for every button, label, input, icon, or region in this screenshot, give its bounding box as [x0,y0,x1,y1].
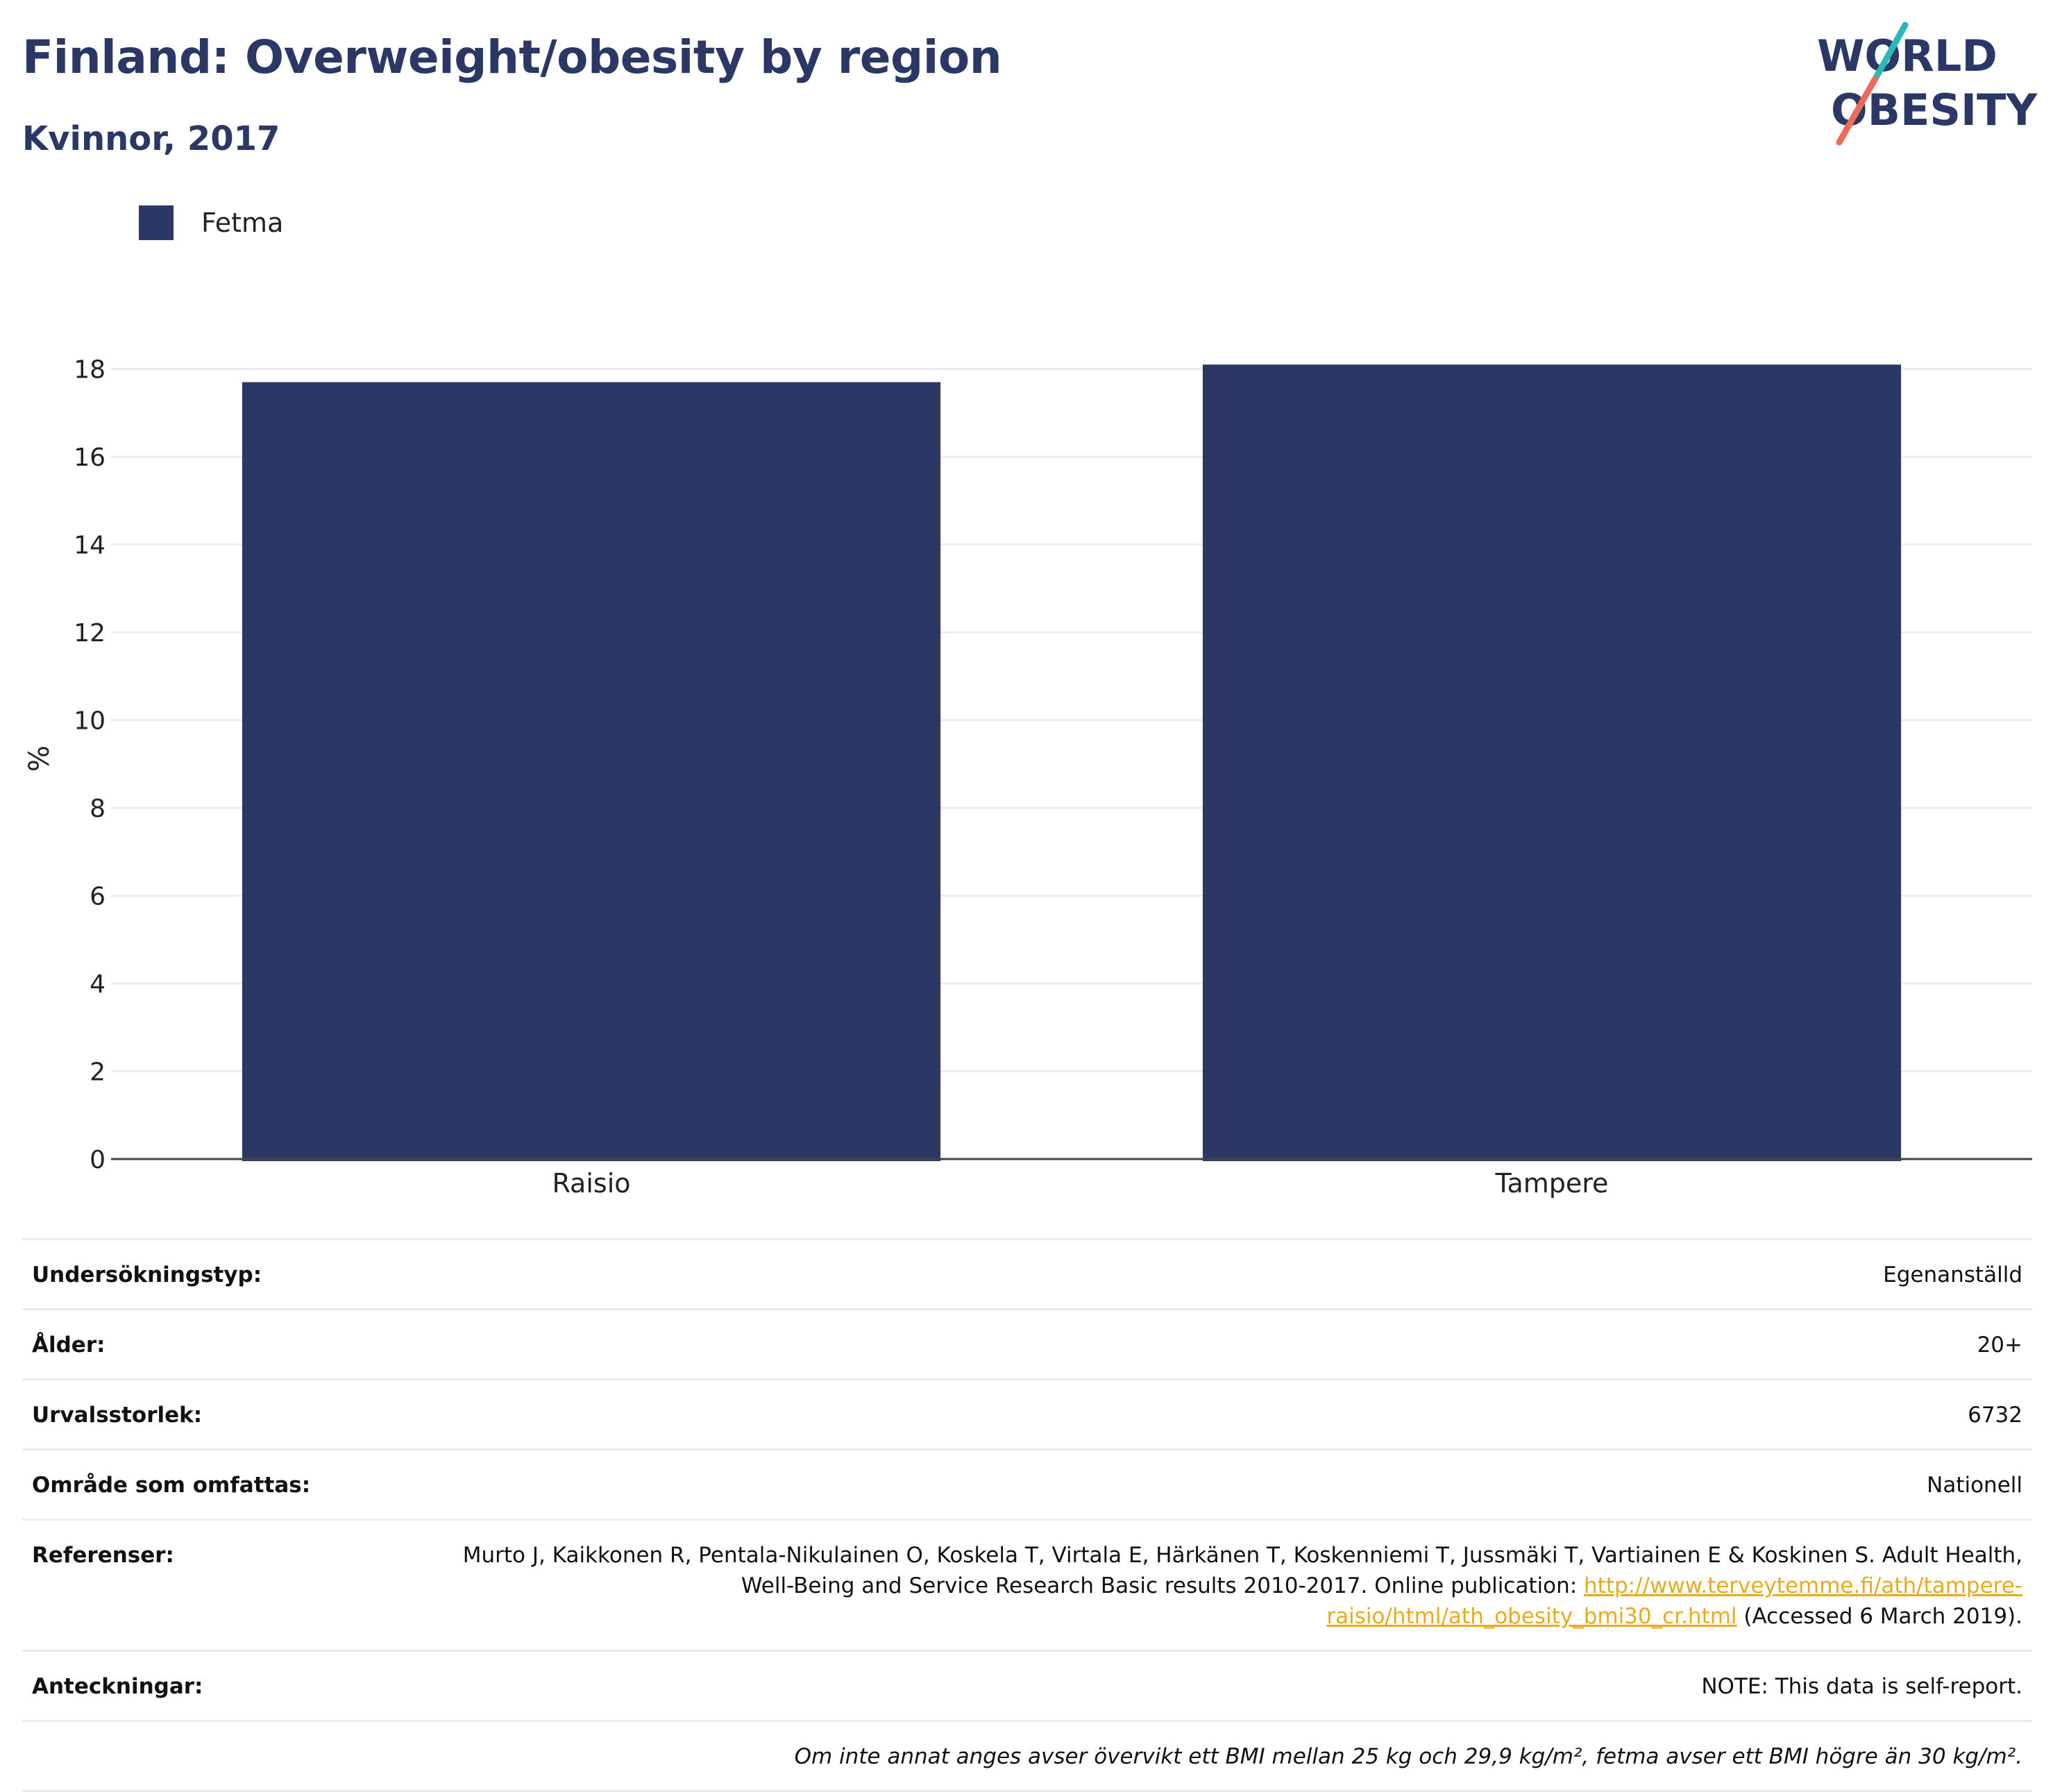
y-tick-label: 16 [74,443,105,472]
meta-label: Område som omfattas: [32,1473,311,1498]
meta-row-sample-size: Urvalsstorlek: 6732 [22,1380,2032,1451]
meta-label: Referenser: [32,1543,174,1568]
meta-value: 20+ [1977,1333,2022,1358]
y-tick-label: 4 [90,970,105,999]
bar-raisio [242,382,941,1161]
meta-value: Nationell [1927,1473,2022,1498]
references-accessed: (Accessed 6 March 2019). [1737,1604,2022,1629]
meta-label: Ålder: [32,1333,105,1358]
meta-row-footnote: Om inte annat anges avser övervikt ett B… [22,1722,2032,1792]
meta-row-area: Område som omfattas: Nationell [22,1451,2032,1521]
meta-label: Undersökningstyp: [32,1262,262,1287]
y-tick-label: 2 [90,1058,105,1087]
y-tick-label: 18 [74,356,105,384]
metadata-divider [22,1238,2032,1240]
y-tick-label: 6 [90,883,105,911]
legend-swatch-fetma [139,205,174,240]
page-subtitle: Kvinnor, 2017 [22,119,280,158]
chart-legend: Fetma [139,205,283,240]
x-tick-label: Tampere [1495,1168,1609,1199]
svg-text:OBESITY: OBESITY [1831,85,2038,135]
meta-label: Anteckningar: [32,1674,203,1699]
meta-row-notes: Anteckningar: NOTE: This data is self-re… [22,1652,2032,1722]
meta-value: 6732 [1968,1403,2022,1428]
y-tick-label: 14 [74,532,105,560]
y-tick-label: 10 [74,707,105,736]
references-text: Murto J, Kaikkonen R, Pentala-Nikulainen… [454,1540,2022,1632]
y-tick-label: 8 [90,795,105,823]
bmi-footnote: Om inte annat anges avser övervikt ett B… [794,1744,2022,1769]
legend-label-fetma: Fetma [201,208,284,238]
bar-chart: 0 2 4 6 8 10 12 14 16 18% Raisio Tampere [24,356,2032,1199]
world-obesity-logo: WORLD OBESITY [1817,22,2038,146]
y-axis-title: % [24,745,56,772]
references-citation: Murto J, Kaikkonen R, Pentala-Nikulainen… [462,1543,2022,1598]
page-title: Finland: Overweight/obesity by region [22,31,1002,84]
y-tick-label: 0 [90,1146,105,1174]
metadata-table: Undersökningstyp: Egenanställd Ålder: 20… [22,1238,2032,1792]
meta-value: NOTE: This data is self-report. [1701,1674,2022,1699]
y-tick-label: 12 [74,619,105,648]
meta-row-references: Referenser: Murto J, Kaikkonen R, Pental… [22,1521,2032,1652]
meta-row-survey-type: Undersökningstyp: Egenanställd [22,1240,2032,1310]
bar-tampere [1202,364,1902,1161]
x-tick-label: Raisio [552,1168,630,1199]
meta-row-age: Ålder: 20+ [22,1310,2032,1380]
meta-label: Urvalsstorlek: [32,1403,203,1428]
reference-link[interactable]: http://www.terveytemme.fi/ath/tampere-ra… [1326,1573,2022,1629]
svg-text:WORLD: WORLD [1817,31,1997,81]
meta-value: Egenanställd [1883,1262,2022,1287]
